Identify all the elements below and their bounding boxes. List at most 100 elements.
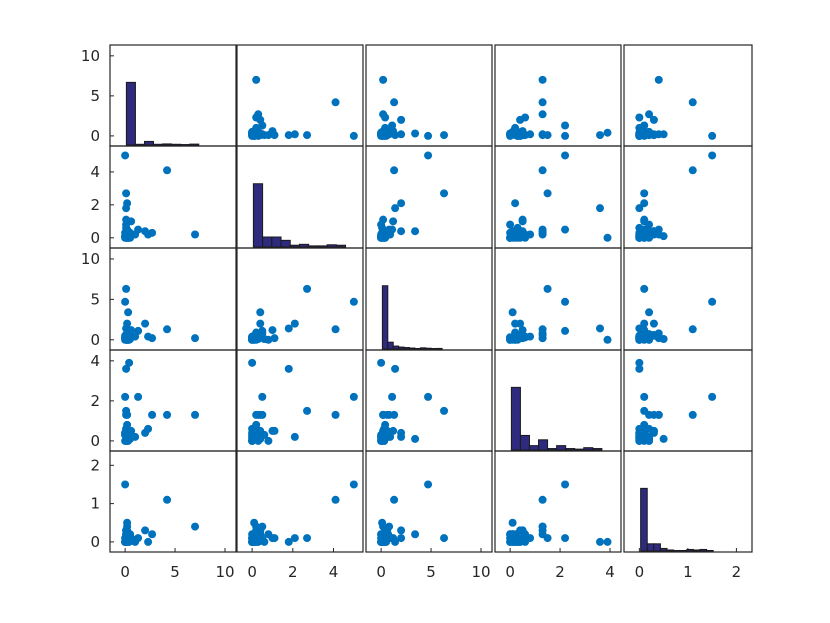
y-tick-label: 0 (90, 331, 100, 349)
scatter-point (561, 131, 570, 140)
scatter-point (124, 308, 133, 317)
scatter-point (561, 121, 570, 130)
scatter-point (134, 225, 143, 234)
panel-r5-c2 (236, 450, 364, 553)
x-tick-label: 4 (605, 563, 615, 581)
scatter-point (191, 334, 200, 343)
panel-r4-c1 (109, 349, 237, 452)
histogram-bar (262, 236, 273, 248)
scatter-point (649, 130, 658, 139)
histogram-bar (189, 143, 200, 146)
histogram-bar (556, 445, 567, 451)
scatter-point (561, 534, 570, 543)
scatter-point (511, 537, 520, 546)
scatter-point (331, 98, 340, 107)
x-tick-label: 5 (170, 563, 180, 581)
scatter-point (377, 233, 386, 242)
scatter-point (377, 128, 386, 137)
scatter-point (538, 98, 547, 107)
scatter-point (521, 537, 530, 546)
scatter-point (538, 495, 547, 504)
histogram-bar (398, 346, 405, 350)
scatter-point (270, 334, 279, 343)
scatter-point (383, 230, 392, 239)
panel-r1-c3 (365, 44, 493, 147)
panel-frame (236, 450, 364, 553)
scatter-point (424, 131, 433, 140)
panel-frame (109, 450, 237, 553)
histogram-bar (403, 347, 411, 350)
scatter-point (538, 522, 547, 531)
scatter-point (268, 426, 277, 435)
histogram-bar (659, 547, 668, 552)
scatter-point (390, 495, 399, 504)
scatter-point (635, 335, 644, 344)
scatter-point (256, 308, 265, 317)
x-tick-label: 2 (732, 563, 742, 581)
histogram-bar (381, 285, 389, 350)
y-tick-label: 4 (90, 163, 100, 181)
scatter-point (561, 326, 570, 335)
scatter-point (258, 326, 267, 335)
scatter-point (538, 325, 547, 334)
scatter-point (440, 131, 449, 140)
histogram-bar (134, 143, 145, 146)
scatter-point (290, 130, 299, 139)
scatter-point (125, 335, 134, 344)
scatter-point (440, 534, 449, 543)
scatter-point (290, 432, 299, 441)
scatter-point (397, 534, 406, 543)
scatter-point (134, 534, 143, 543)
scatter-point (596, 324, 605, 333)
scatter-point (121, 151, 130, 160)
histogram-bar (510, 386, 521, 451)
scatter-point (649, 426, 658, 435)
scatter-point (290, 534, 299, 543)
scatter-point (122, 284, 131, 293)
scatter-point (645, 110, 654, 119)
panel-r4-c2 (236, 349, 364, 452)
scatter-point (411, 129, 420, 138)
scatter-point (258, 392, 267, 401)
histogram-bar (538, 439, 549, 451)
scatter-point (383, 426, 392, 435)
histogram-bar (592, 448, 603, 451)
histogram-bar (392, 345, 400, 350)
scatter-point (521, 113, 530, 122)
scatter-point (148, 530, 157, 539)
scatter-point (543, 189, 552, 198)
scatter-point (248, 358, 257, 367)
scatter-point (508, 518, 517, 527)
scatter-point (688, 325, 697, 334)
scatter-point (645, 308, 654, 317)
scatter-point (122, 364, 131, 373)
scatter-point (424, 392, 433, 401)
scatter-point (640, 217, 649, 226)
scatter-point (141, 319, 150, 328)
histogram-bar (653, 543, 661, 552)
scatter-point (440, 189, 449, 198)
scatter-point (649, 319, 658, 328)
scatter-point (543, 131, 552, 140)
scatter-point (252, 410, 261, 419)
scatter-point (543, 284, 552, 293)
panel-r1-c5 (623, 44, 753, 147)
panel-r3-c1 (109, 247, 237, 351)
scatter-point (123, 426, 132, 435)
y-tick-label: 10 (81, 47, 100, 65)
histogram-bar (125, 81, 136, 146)
scatter-point (148, 410, 157, 419)
scatter-point (538, 230, 547, 239)
scatter-point (508, 227, 517, 236)
scatter-point (688, 166, 697, 175)
scatter-point (635, 204, 644, 213)
panel-r3-c2 (236, 247, 364, 351)
histogram-bar (271, 236, 282, 248)
scatter-point (391, 364, 400, 373)
scatter-point (379, 215, 388, 224)
scatter-point (518, 217, 527, 226)
scatter-point (511, 199, 520, 208)
scatter-point (506, 220, 515, 229)
scatter-point (284, 324, 293, 333)
histogram-bar (280, 239, 291, 248)
